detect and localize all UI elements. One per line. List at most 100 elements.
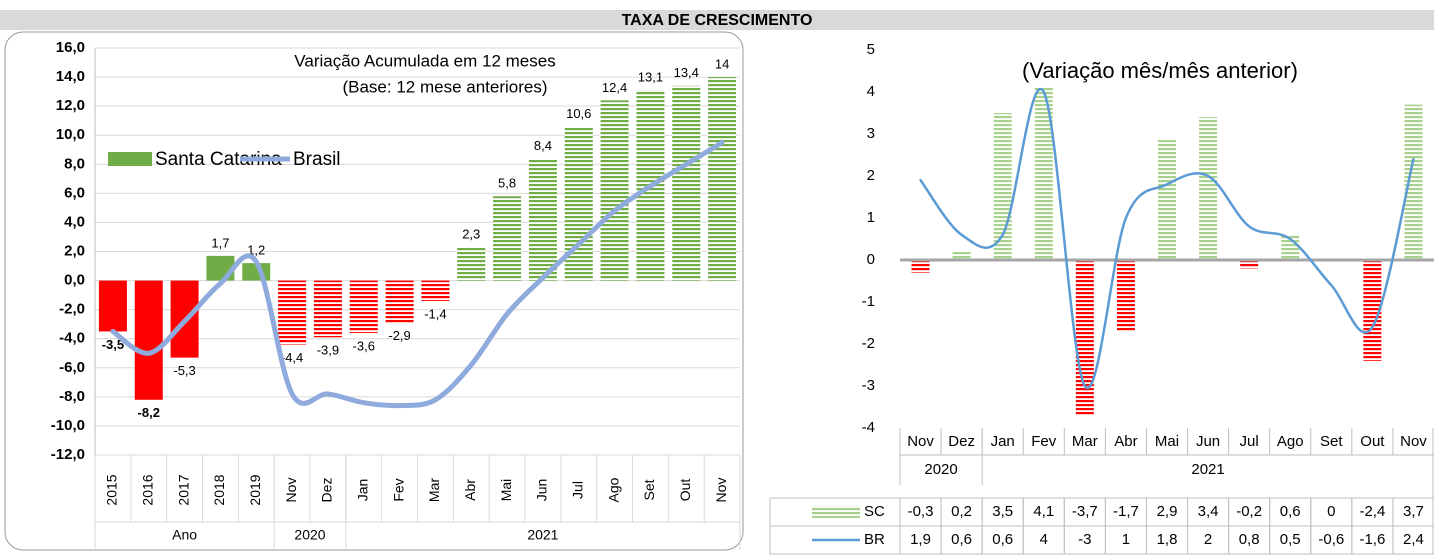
x-tick-label: Set — [1320, 433, 1343, 450]
y-tick-label: 12,0 — [56, 97, 85, 114]
legend-label: Brasil — [293, 149, 341, 170]
bar — [993, 113, 1012, 260]
table-value: -1,7 — [1113, 503, 1139, 520]
table-value: -0,2 — [1236, 503, 1262, 520]
table-value: 3,4 — [1198, 503, 1219, 520]
y-tick-label: -6,0 — [59, 359, 85, 376]
data-label: -1,4 — [424, 306, 446, 321]
table-value: 1 — [1122, 531, 1130, 548]
x-tick-label: Dez — [948, 433, 975, 450]
legend-label: Santa Catarina — [155, 149, 282, 170]
table-value: -0,6 — [1318, 531, 1344, 548]
chart-subtitle: (Base: 12 mese anteriores) — [342, 77, 547, 96]
y-tick-label: 2 — [867, 167, 875, 184]
y-tick-label: 0 — [867, 251, 875, 268]
bar — [1240, 260, 1259, 269]
x-tick-label: Abr — [1114, 433, 1137, 450]
x-tick-label: Fev — [390, 478, 406, 501]
y-tick-label: -8,0 — [59, 388, 85, 405]
x-tick-label: Ago — [1277, 433, 1304, 450]
line — [110, 139, 725, 409]
data-label: -3,6 — [353, 338, 375, 353]
bar — [1404, 104, 1423, 260]
table-value: 1,8 — [1157, 531, 1178, 548]
table-value: -3 — [1078, 531, 1091, 548]
data-label: 1,7 — [211, 235, 229, 250]
bar — [1075, 260, 1094, 416]
x-tick-label: Dez — [319, 478, 335, 503]
y-tick-label: 5 — [867, 41, 875, 58]
y-tick-label: 8,0 — [64, 155, 85, 172]
table-value: 0,5 — [1280, 531, 1301, 548]
x-tick-label: 2018 — [211, 474, 227, 505]
legend-swatch — [108, 152, 152, 166]
x-tick-label: Mar — [426, 478, 442, 502]
table-value: 4,1 — [1033, 503, 1054, 520]
data-label: 5,8 — [498, 176, 516, 191]
bar — [1199, 117, 1218, 260]
y-tick-label: -4,0 — [59, 330, 85, 347]
table-value: 2,4 — [1403, 531, 1424, 548]
table-value: 4 — [1040, 531, 1048, 548]
x-tick-label: Jun — [534, 479, 550, 502]
table-value: 0,2 — [951, 503, 972, 520]
table-value: 1,9 — [910, 531, 931, 548]
x-tick-label: Set — [641, 479, 657, 500]
y-tick-label: -2 — [862, 335, 875, 352]
table-value: 0,8 — [1239, 531, 1260, 548]
group-label: Ano — [172, 527, 197, 543]
chart-title: (Variação mês/mês anterior) — [1022, 58, 1298, 83]
data-label: -2,9 — [388, 328, 410, 343]
data-label: 1,2 — [247, 243, 265, 258]
bar — [421, 280, 450, 301]
bar — [349, 280, 378, 333]
x-tick-label: 2016 — [139, 474, 155, 505]
header-title: TAXA DE CRESCIMENTO — [622, 12, 813, 29]
group-label: 2020 — [294, 527, 325, 543]
bar — [600, 100, 629, 281]
x-tick-label: Mai — [1155, 433, 1179, 450]
x-tick-label: 2019 — [247, 474, 263, 505]
data-label: 13,1 — [638, 70, 663, 85]
bar — [708, 77, 737, 281]
table-value: 0,6 — [992, 531, 1013, 548]
group-label: 2020 — [924, 461, 957, 478]
data-label: -4,4 — [281, 350, 303, 365]
x-tick-label: Nov — [1400, 433, 1427, 450]
bar — [564, 126, 593, 281]
x-tick-label: Jan — [991, 433, 1015, 450]
bar — [134, 280, 163, 400]
y-tick-label: -2,0 — [59, 301, 85, 318]
x-tick-label: Nov — [283, 478, 299, 503]
data-label: -3,9 — [317, 343, 339, 358]
data-label: 8,4 — [534, 138, 552, 153]
y-tick-label: 4 — [867, 83, 875, 100]
x-tick-label: Abr — [462, 479, 478, 501]
bar — [528, 158, 557, 281]
x-tick-label: Nov — [907, 433, 934, 450]
data-label: 13,4 — [674, 65, 699, 80]
x-tick-label: Mai — [498, 479, 514, 502]
bar — [278, 280, 307, 345]
legend-label: BR — [864, 531, 885, 548]
data-label: -3,5 — [102, 337, 124, 352]
y-tick-label: 14,0 — [56, 68, 85, 85]
bar — [313, 280, 342, 338]
bar — [1034, 87, 1053, 260]
table-value: -2,4 — [1359, 503, 1385, 520]
data-label: -8,2 — [138, 405, 160, 420]
x-tick-label: Out — [1360, 433, 1385, 450]
table-value: 0 — [1327, 503, 1335, 520]
x-tick-label: Jun — [1196, 433, 1220, 450]
data-label: -5,3 — [173, 363, 195, 378]
x-tick-label: Ago — [605, 477, 621, 502]
legend-label: SC — [864, 503, 885, 520]
x-tick-label: 2015 — [104, 474, 120, 505]
bar — [672, 85, 701, 281]
x-tick-label: Jul — [1240, 433, 1259, 450]
data-label: 10,6 — [566, 106, 591, 121]
table-value: 0,6 — [951, 531, 972, 548]
y-tick-label: -4 — [862, 419, 875, 436]
